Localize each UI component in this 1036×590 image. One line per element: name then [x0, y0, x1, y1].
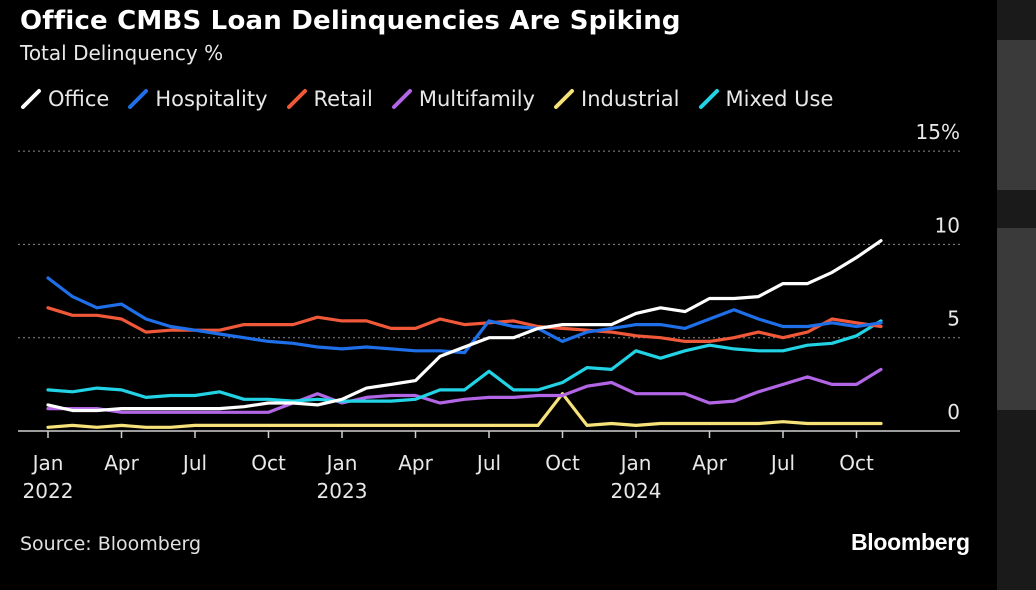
x-tick-label: Oct [839, 451, 874, 475]
legend-label-multifamily: Multifamily [418, 87, 535, 111]
chart-subtitle: Total Delinquency % [20, 41, 224, 65]
source-note: Source: Bloomberg [20, 533, 202, 555]
side-panel [997, 0, 1036, 590]
series-line-mixed-use [46, 319, 883, 403]
hospitality-swatch-icon [128, 89, 149, 109]
legend-item-multifamily: Multifamily [391, 87, 535, 111]
legend-label-mixed-use: Mixed Use [725, 87, 834, 111]
legend-label-office: Office [48, 87, 110, 111]
y-tick-label: 15% [916, 120, 960, 144]
line-chart: 0 5 10 15% Jan 2022 Apr Jul Oct Jan 2023 Apr Jul Oct J… [18, 120, 960, 503]
x-tick-year-label: 2024 [611, 479, 662, 503]
series-line-industrial [46, 392, 883, 429]
bloomberg-logo: Bloomberg [851, 529, 970, 555]
x-tick-label: Apr [104, 451, 139, 475]
x-tick-label: Apr [692, 451, 727, 475]
x-tick-label: Oct [251, 451, 286, 475]
x-tick-year-label: 2022 [23, 479, 74, 503]
side-panel-block [997, 228, 1036, 410]
y-tick-label: 10 [935, 213, 960, 237]
office-swatch-icon [21, 89, 41, 109]
multifamily-swatch-icon [391, 89, 412, 109]
legend-label-industrial: Industrial [581, 87, 680, 111]
series-line-hospitality [46, 276, 883, 355]
retail-swatch-icon [286, 89, 307, 109]
x-tick-year-label: 2023 [317, 479, 368, 503]
x-tick-label: Jul [769, 451, 795, 475]
series-line-multifamily [46, 367, 883, 414]
legend-item-office: Office [20, 87, 109, 111]
legend-item-mixed-use: Mixed Use [698, 87, 834, 111]
legend-label-hospitality: Hospitality [155, 87, 268, 111]
side-panel-block [997, 40, 1036, 190]
x-tick-label: Jul [475, 451, 501, 475]
industrial-swatch-icon [554, 89, 574, 109]
x-tick-label: Jul [181, 451, 207, 475]
chart-title: Office CMBS Loan Delinquencies Are Spiki… [20, 6, 681, 36]
series-line-retail [46, 306, 883, 343]
y-tick-label: 0 [947, 400, 960, 424]
x-tick-label: Apr [398, 451, 433, 475]
legend-label-retail: Retail [313, 87, 373, 111]
x-tick-label: Jan [325, 451, 358, 475]
legend-item-hospitality: Hospitality [127, 87, 268, 111]
mixed-use-swatch-icon [698, 89, 719, 109]
legend-item-retail: Retail [286, 87, 373, 111]
series-line-office [46, 239, 883, 413]
x-tick-label: Oct [545, 451, 580, 475]
legend-item-industrial: Industrial [553, 87, 680, 111]
legend: Office Hospitality Retail Multifamily In… [20, 84, 851, 114]
y-tick-label: 5 [947, 307, 960, 331]
x-tick-label: Jan [31, 451, 64, 475]
x-tick-label: Jan [619, 451, 652, 475]
